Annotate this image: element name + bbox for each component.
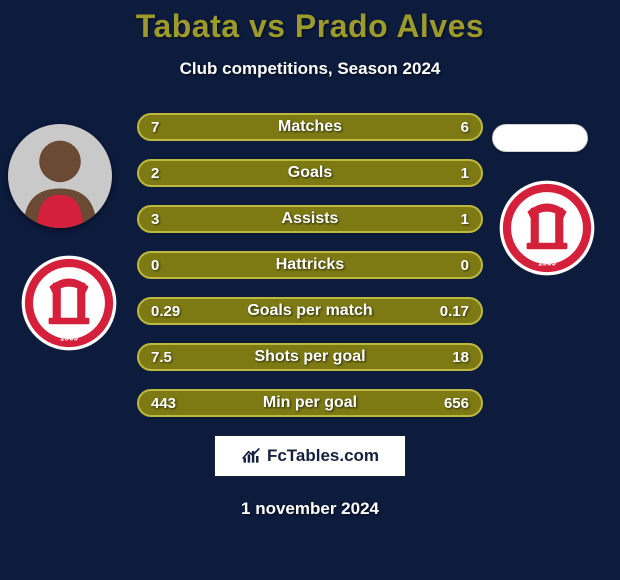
stat-row: 3 Assists 1 bbox=[137, 205, 483, 233]
player-right-placeholder bbox=[492, 124, 588, 152]
stat-right-value: 656 bbox=[444, 395, 469, 412]
stat-left-value: 3 bbox=[151, 211, 159, 228]
stat-left-value: 0.29 bbox=[151, 303, 180, 320]
chart-icon bbox=[241, 446, 261, 466]
svg-text:1909: 1909 bbox=[538, 259, 557, 268]
stat-label: Matches bbox=[278, 118, 342, 136]
stat-label: Min per goal bbox=[263, 394, 357, 412]
stat-label: Shots per goal bbox=[254, 348, 365, 366]
stat-label: Goals per match bbox=[247, 302, 372, 320]
stat-left-value: 443 bbox=[151, 395, 176, 412]
stat-label: Hattricks bbox=[276, 256, 344, 274]
stat-right-value: 0 bbox=[461, 257, 469, 274]
stat-left-value: 2 bbox=[151, 165, 159, 182]
player-left-avatar bbox=[8, 124, 112, 228]
stat-row: 7.5 Shots per goal 18 bbox=[137, 343, 483, 371]
stat-right-value: 6 bbox=[461, 119, 469, 136]
player-right-name: Prado Alves bbox=[295, 8, 484, 44]
club-crest-left: 1909 bbox=[20, 254, 118, 352]
stat-right-value: 1 bbox=[461, 165, 469, 182]
footer-date: 1 november 2024 bbox=[0, 499, 620, 519]
stat-label: Goals bbox=[288, 164, 332, 182]
stat-row: 0 Hattricks 0 bbox=[137, 251, 483, 279]
stat-label: Assists bbox=[282, 210, 339, 228]
person-icon bbox=[8, 124, 112, 228]
stat-right-value: 0.17 bbox=[440, 303, 469, 320]
player-left-name: Tabata bbox=[136, 8, 240, 44]
stat-left-value: 7.5 bbox=[151, 349, 172, 366]
stat-row: 443 Min per goal 656 bbox=[137, 389, 483, 417]
comparison-card: Tabata vs Prado Alves Club competitions,… bbox=[0, 0, 620, 580]
stat-row: 0.29 Goals per match 0.17 bbox=[137, 297, 483, 325]
stat-right-value: 1 bbox=[461, 211, 469, 228]
brand-text: FcTables.com bbox=[267, 446, 379, 466]
stats-list: 7 Matches 6 2 Goals 1 3 Assists 1 0 Hattricks 0 0.29… bbox=[137, 113, 483, 417]
club-crest-right: 1909 bbox=[498, 179, 596, 277]
page-title: Tabata vs Prado Alves bbox=[0, 8, 620, 45]
stat-left-value: 0 bbox=[151, 257, 159, 274]
stat-right-value: 18 bbox=[452, 349, 469, 366]
stat-row: 2 Goals 1 bbox=[137, 159, 483, 187]
vs-text: vs bbox=[249, 8, 295, 44]
subtitle: Club competitions, Season 2024 bbox=[0, 59, 620, 79]
svg-text:1909: 1909 bbox=[60, 334, 79, 343]
stat-left-value: 7 bbox=[151, 119, 159, 136]
brand-badge: FcTables.com bbox=[214, 435, 406, 477]
stat-row: 7 Matches 6 bbox=[137, 113, 483, 141]
